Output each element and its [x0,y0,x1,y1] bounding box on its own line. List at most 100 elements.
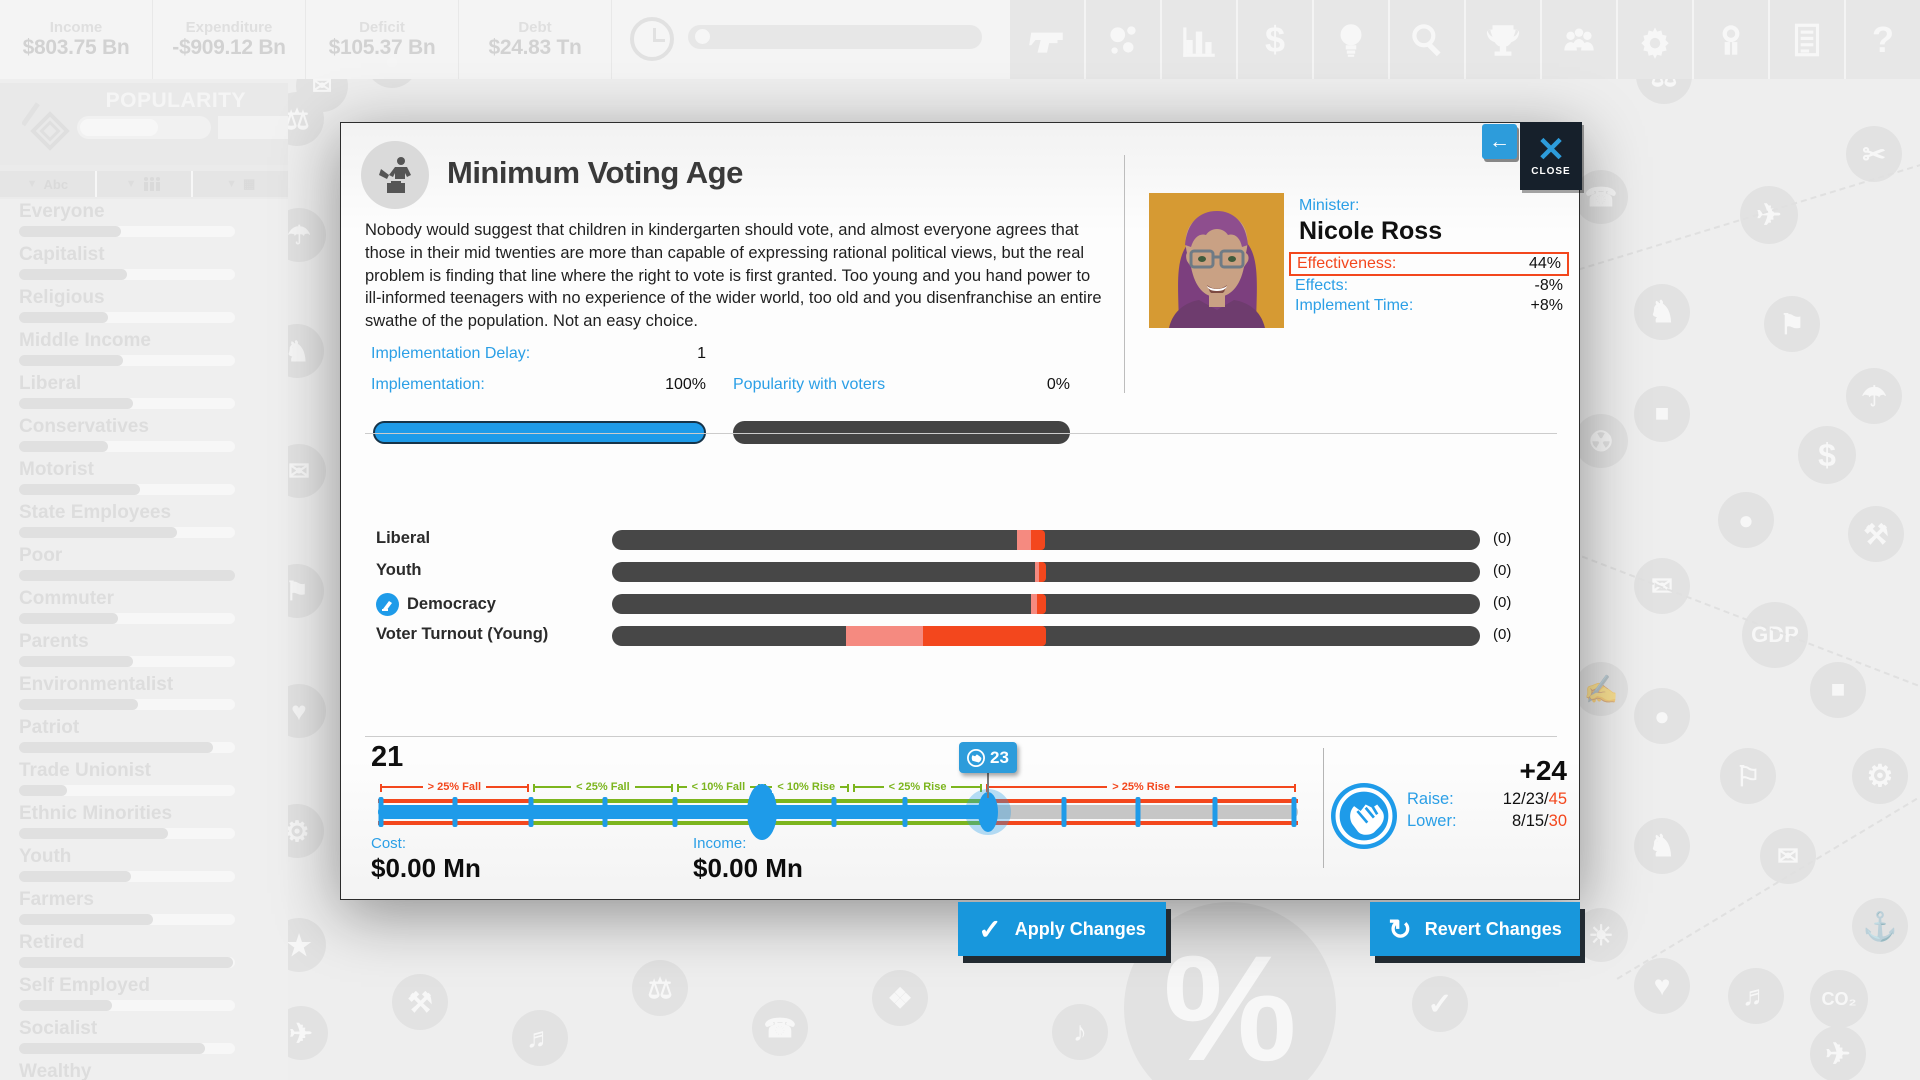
voter-group-item[interactable]: Ethnic Minorities [0,801,288,844]
stat-value: $105.37 Bn [328,36,436,59]
effect-row: Liberal (0) [341,525,1581,557]
voter-group-item[interactable]: Commuter [0,586,288,629]
close-button[interactable]: ✕ CLOSE [1520,122,1582,190]
voter-group-label: State Employees [19,502,172,523]
watermark-icon: ♞ [1634,818,1690,874]
watermark-icon: ❖ [872,970,928,1026]
stat-label: Expenditure [185,19,273,36]
medal-icon[interactable] [1694,0,1768,79]
turn-clock-icon[interactable] [630,17,674,61]
voter-group-label: Motorist [19,459,94,480]
back-button[interactable]: ← [1482,124,1517,159]
checkmark-icon: ✓ [978,913,1002,945]
voter-group-bar-track [19,871,235,882]
voter-group-item[interactable]: Farmers [0,887,288,930]
top-bar: Income $803.75 Bn Expenditure -$909.12 B… [0,0,1920,79]
close-label: CLOSE [1531,166,1571,178]
divider [365,736,1557,737]
voter-group-item[interactable]: State Employees [0,500,288,543]
voter-group-item[interactable]: Retired [0,930,288,973]
slider-tick [672,797,678,827]
firearms-icon[interactable] [1010,0,1084,79]
voter-group-item[interactable]: Patriot [0,715,288,758]
help-icon[interactable]: ? [1846,0,1920,79]
main-menu-icon-bar: $ ? [1010,0,1920,79]
voter-groups-icon[interactable] [1542,0,1616,79]
voter-group-item[interactable]: Middle Income [0,328,288,371]
effect-value: (0) [1493,594,1512,611]
effect-value: (0) [1493,626,1512,643]
voter-group-bar-track [19,269,235,280]
voter-group-bar-fill [19,742,214,753]
slider-tick [528,797,534,827]
revert-arrow-icon: ↻ [1388,913,1412,945]
voter-group-item[interactable]: Capitalist [0,242,288,285]
voter-group-item[interactable]: Conservatives [0,414,288,457]
effect-value: (0) [1493,530,1512,547]
voter-group-item[interactable]: Motorist [0,457,288,500]
popularity-sidebar: POPULARITY ▼ Abc ▼ ▼ ▦ Everyone [0,83,288,1080]
research-icon[interactable] [1390,0,1464,79]
voter-group-bar-fill [19,484,140,495]
slider-value-badge[interactable]: 23 [958,742,1017,773]
back-arrow-icon: ← [1489,129,1510,153]
sort-alpha-button[interactable]: ▼ Abc [0,171,95,197]
voter-group-item[interactable]: Parents [0,629,288,672]
voter-group-list: Everyone Capitalist Religious Middle I [0,199,288,1080]
reports-icon[interactable] [1770,0,1844,79]
popularity-meter-box [218,116,288,139]
ideas-icon[interactable] [1314,0,1388,79]
finance-stat: Deficit $105.37 Bn [306,0,459,79]
voter-group-label: Poor [19,545,63,566]
policy-slider[interactable]: > 25% Fall < 25% Fall < 10% Fall < 10% R… [378,742,1298,840]
sort-membership-button[interactable]: ▼ [96,171,192,197]
voter-group-bar-track [19,570,235,581]
effect-bar-track [612,562,1480,582]
minister-portrait[interactable] [1149,193,1284,333]
voter-group-item[interactable]: Youth [0,844,288,887]
slider-handle[interactable] [977,792,998,832]
voter-group-bar-track [19,914,235,925]
voter-group-item[interactable]: Religious [0,285,288,328]
voter-group-item[interactable]: Poor [0,543,288,586]
achievements-icon[interactable] [1466,0,1540,79]
watermark-icon: ☂ [1846,368,1902,424]
effect-label: Liberal [376,529,431,547]
slider-badge-stem [986,770,989,798]
voter-group-item[interactable]: Trade Unionist [0,758,288,801]
voter-group-item[interactable]: Environmentalist [0,672,288,715]
watermark-icon: ⚓ [1852,898,1908,954]
slider-tick [378,797,384,827]
voter-group-item[interactable]: Everyone [0,199,288,242]
effect-label: Democracy [376,593,496,616]
voter-group-item[interactable]: Socialist [0,1016,288,1059]
minister-info: Minister: Nicole Ross Effectiveness: 44%… [1289,197,1569,316]
finance-stat: Income $803.75 Bn [0,0,153,79]
voter-group-item[interactable]: Self Employed [0,973,288,1016]
fist-icon [966,748,985,767]
term-progress-bar[interactable] [688,25,982,49]
sort-grid-button[interactable]: ▼ ▦ [193,171,288,197]
voter-group-bar-track [19,527,235,538]
voter-group-item[interactable]: Liberal [0,371,288,414]
revert-changes-button[interactable]: ↻ Revert Changes [1370,902,1580,956]
statistics-icon[interactable] [1162,0,1236,79]
voter-group-bar-fill [19,613,119,624]
settings-icon[interactable] [1618,0,1692,79]
science-icon[interactable] [1086,0,1160,79]
policy-dialog: Minimum Voting Age Nobody would suggest … [340,122,1580,900]
stat-value: $24.83 Tn [488,36,582,59]
voter-group-label: Environmentalist [19,674,174,695]
income-label: Income: [693,835,747,852]
voter-group-item[interactable]: Wealthy [0,1059,288,1080]
voter-group-bar-track [19,1043,235,1054]
divider [365,433,1557,434]
minister-name[interactable]: Nicole Ross [1299,217,1443,245]
voter-group-bar-track [19,226,235,237]
watermark-icon: ✓ [1412,976,1468,1032]
apply-changes-button[interactable]: ✓ Apply Changes [958,902,1166,956]
raise-lower-summary: +24 Raise: 12/23/45 Lower: 8/15/30 [1407,755,1567,831]
finance-icon[interactable]: $ [1238,0,1312,79]
watermark-icon: ⚙ [1852,748,1908,804]
slider-current-value: 21 [371,741,404,773]
